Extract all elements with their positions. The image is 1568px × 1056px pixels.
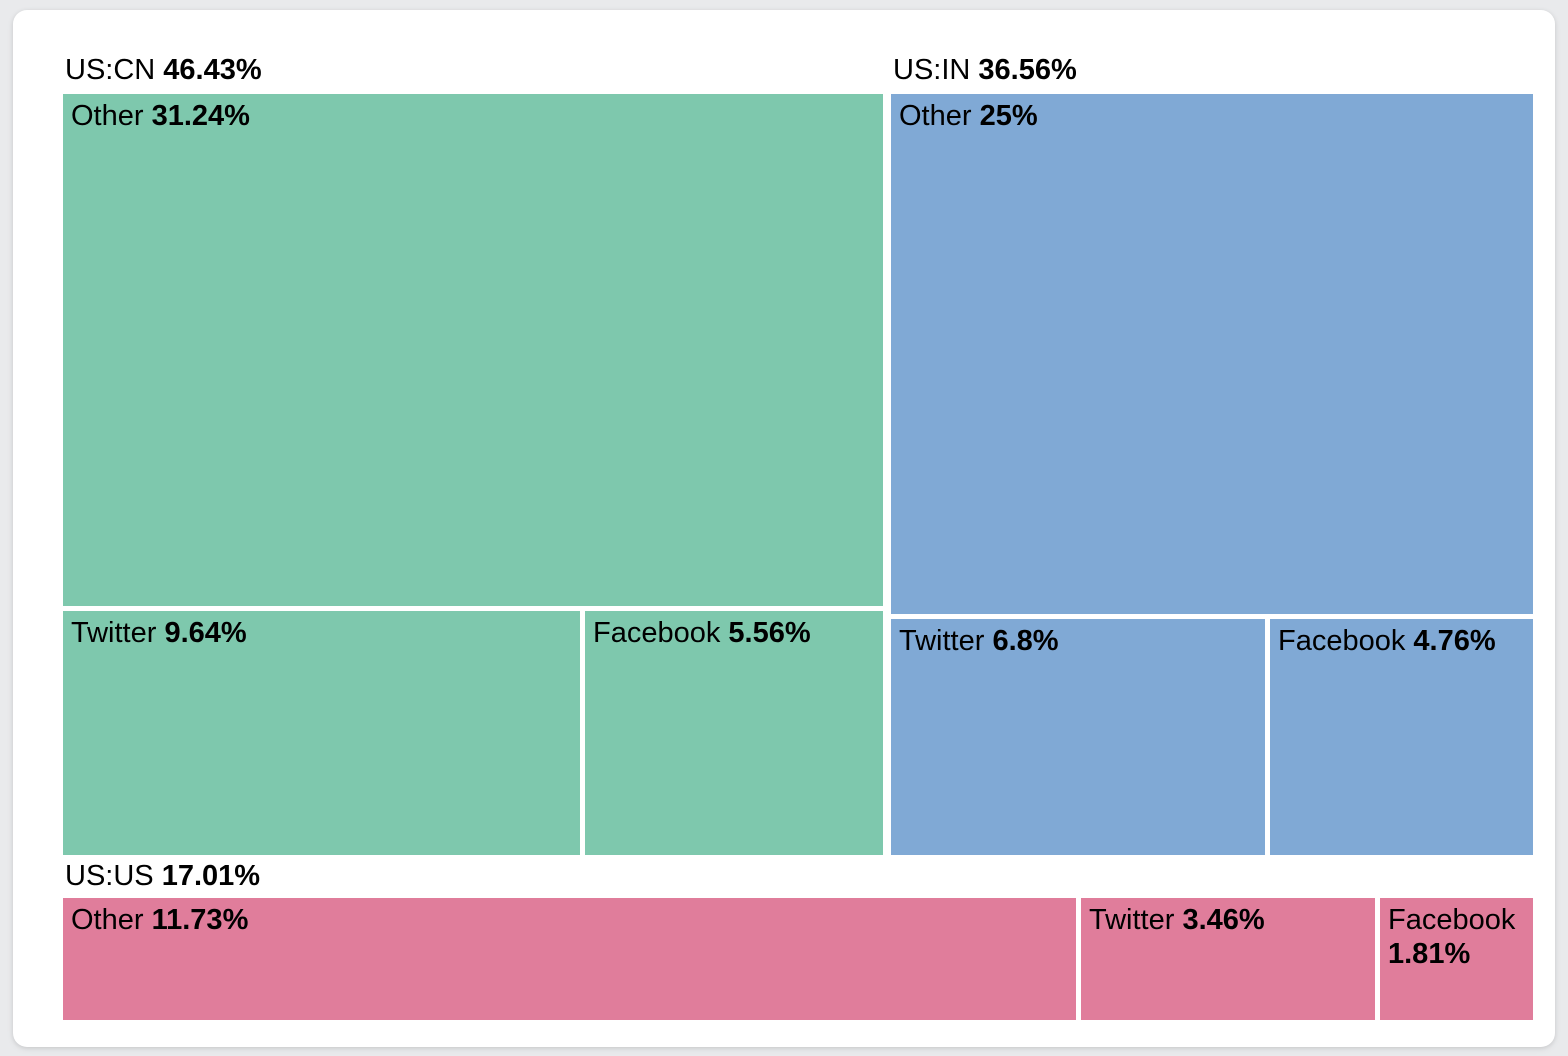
group-value: 46.43% xyxy=(163,54,262,86)
cell-label: Twitter xyxy=(899,625,985,657)
cell-us-us-twitter[interactable]: Twitter 3.46% xyxy=(1081,898,1375,1020)
cell-label: Twitter xyxy=(1089,904,1175,936)
cell-us-in-facebook[interactable]: Facebook 4.76% xyxy=(1270,619,1533,855)
cell-value: 9.64% xyxy=(164,617,247,649)
cell-value: 1.81% xyxy=(1388,938,1471,970)
cell-us-us-other[interactable]: Other 11.73% xyxy=(63,898,1076,1020)
group-value: 36.56% xyxy=(978,54,1077,86)
cell-label: Other xyxy=(71,100,144,132)
group-label: US:US xyxy=(65,860,154,892)
cell-value: 3.46% xyxy=(1182,904,1265,936)
cell-label: Other xyxy=(899,100,972,132)
cell-us-in-other[interactable]: Other 25% xyxy=(891,94,1533,614)
cell-us-in-twitter[interactable]: Twitter 6.8% xyxy=(891,619,1265,855)
cell-us-cn-other[interactable]: Other 31.24% xyxy=(63,94,883,606)
cell-label: Facebook xyxy=(593,617,721,649)
cell-label: Facebook xyxy=(1278,625,1406,657)
treemap-card: US:CN 46.43% Other 31.24% Twitter 9.64% … xyxy=(13,10,1555,1047)
group-value: 17.01% xyxy=(161,860,261,892)
cell-value: 25% xyxy=(979,100,1038,132)
cell-value: 4.76% xyxy=(1413,625,1496,657)
cell-value: 5.56% xyxy=(728,617,811,649)
cell-label: Twitter xyxy=(71,617,157,649)
cell-label: Other xyxy=(71,904,144,936)
cell-label: Facebook xyxy=(1388,904,1516,936)
group-label: US:CN xyxy=(65,54,156,86)
group-label: US:IN xyxy=(893,54,971,86)
cell-value: 11.73% xyxy=(151,904,249,936)
group-header-us-in: US:IN 36.56% xyxy=(893,54,1077,86)
cell-us-cn-facebook[interactable]: Facebook 5.56% xyxy=(585,611,883,855)
group-header-us-us: US:US 17.01% xyxy=(65,860,260,892)
cell-value: 6.8% xyxy=(992,625,1059,657)
group-header-us-cn: US:CN 46.43% xyxy=(65,54,262,86)
cell-us-us-facebook[interactable]: Facebook 1.81% xyxy=(1380,898,1533,1020)
cell-us-cn-twitter[interactable]: Twitter 9.64% xyxy=(63,611,580,855)
cell-value: 31.24% xyxy=(151,100,250,132)
